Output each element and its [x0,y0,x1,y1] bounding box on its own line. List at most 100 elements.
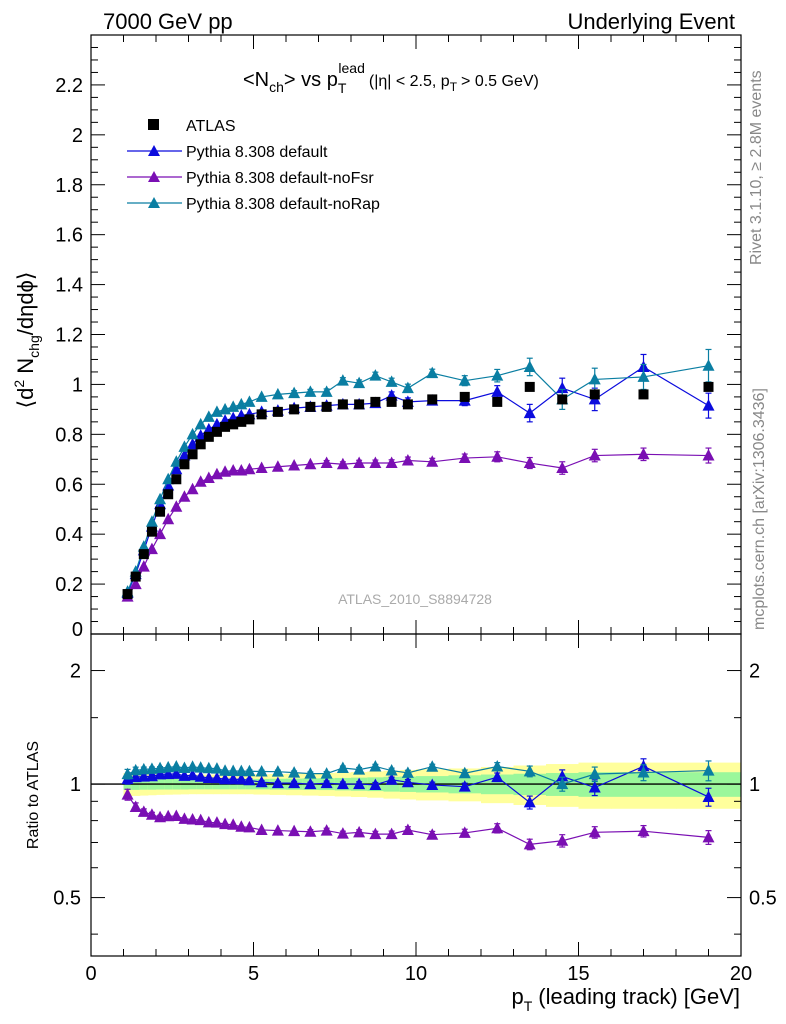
data-point-norap [702,359,715,371]
data-point-nofsr [288,459,301,471]
ratio-point-nofsr [194,813,207,826]
ratio-point-default [523,795,536,808]
data-point-atlas [171,474,182,485]
ratio-point-default [426,778,439,790]
data-point-nofsr [194,475,207,487]
data-point-norap [255,390,268,402]
ratio-point-norap [145,762,158,774]
x-tick-label: 10 [405,963,427,985]
ratio-point-nofsr [369,827,382,840]
data-point-nofsr [170,500,183,512]
y-tick-label: 1.4 [55,275,83,297]
ratio-point-nofsr [458,826,471,838]
ratio-point-nofsr [637,824,650,837]
data-point-norap [385,375,398,387]
x-tick-label: 5 [248,963,259,985]
ratio-line-nofsr [127,794,709,845]
data-point-atlas [427,394,438,405]
data-point-default [491,385,504,397]
data-point-nofsr [523,456,536,469]
legend-entry: Pythia 8.308 default-noFsr [127,170,374,187]
data-point-default [178,449,191,461]
legend-marker-triangle [148,171,160,182]
data-point-norap [491,369,504,381]
ratio-point-default [202,771,215,783]
data-point-nofsr [162,512,175,525]
ratio-point-norap [556,777,569,790]
data-point-norap [637,370,650,382]
data-point-nofsr [137,560,150,572]
data-point-norap [162,472,175,485]
data-point-nofsr [154,527,167,540]
y-tick-label: 1 [72,374,83,396]
ratio-point-norap [129,763,142,776]
ratio-point-norap [523,764,536,777]
ratio-point-norap [369,760,382,772]
ratio-point-nofsr [227,818,240,830]
ratio-point-norap [426,760,439,772]
header-left-label: 7000 GeV pp [103,9,233,34]
ratio-point-norap [385,764,398,776]
data-point-nofsr [227,464,240,476]
ratio-point-nofsr [202,815,215,828]
ratio-plot-frame [90,633,742,957]
data-point-norap [523,360,536,372]
legend-marker-triangle [148,145,160,156]
ratio-point-nofsr [129,800,142,812]
data-point-atlas [256,409,267,420]
data-point-atlas [138,549,149,560]
ratio-point-nofsr [170,809,183,822]
title-sub-c: T [450,80,458,94]
ratio-point-nofsr [178,812,191,824]
data-point-nofsr [426,455,439,467]
legend-label: Pythia 8.308 default-noFsr [186,170,374,187]
legend: ATLAS Pythia 8.308 default Pythia 8.308 de… [127,118,380,213]
ratio-point-default [186,768,199,781]
data-point-atlas [187,449,198,460]
data-point-nofsr [255,461,268,474]
ylabel-part-b: N [13,358,38,380]
ratio-point-norap [227,764,240,776]
data-point-atlas [386,396,397,407]
data-point-norap [588,372,601,385]
y-tick-label-zero: 0 [72,619,83,641]
title-part-d: > 0.5 GeV) [461,73,539,90]
data-point-norap [194,417,207,430]
data-point-nofsr [304,457,317,470]
ratio-point-nofsr [271,824,284,836]
data-point-nofsr [320,456,333,469]
title-sup-b: lead [338,60,364,76]
ylabel-part-c: /dηdϕ⟩ [13,272,38,336]
analysis-watermark: ATLAS_2010_S8894728 [338,591,492,607]
data-point-atlas [703,381,714,392]
data-point-atlas [321,401,332,412]
data-point-atlas [370,396,381,407]
data-point-norap [304,385,317,397]
data-point-atlas [272,406,283,417]
data-point-norap [458,374,471,386]
data-point-nofsr [369,456,382,469]
ratio-point-norap [320,767,333,779]
xlabel-part-b: (leading track) [GeV] [538,984,740,1009]
ylabel-sup-a: 2 [11,380,27,388]
title-part-b: > vs p [284,69,338,91]
ratio-point-nofsr [145,808,158,820]
data-point-norap [170,455,183,467]
data-point-norap [271,387,284,400]
data-point-atlas [211,426,222,437]
ratio-point-norap [219,764,232,776]
legend-entry: Pythia 8.308 default [127,144,328,161]
data-point-norap [154,492,167,505]
data-point-atlas [305,401,316,412]
x-axis-label: pT (leading track) [GeV] [511,984,740,1014]
ratio-point-nofsr [523,837,536,850]
data-point-nofsr [129,577,142,590]
ratio-point-norap [121,767,134,780]
data-point-atlas [337,399,348,410]
ratio-y-axis-label: Ratio to ATLAS [25,741,42,849]
title-part-c: (|η| < 2.5, p [369,73,450,90]
ratio-point-nofsr [121,788,134,800]
ratio-data-layer [121,758,715,851]
ratio-point-nofsr [137,805,150,817]
